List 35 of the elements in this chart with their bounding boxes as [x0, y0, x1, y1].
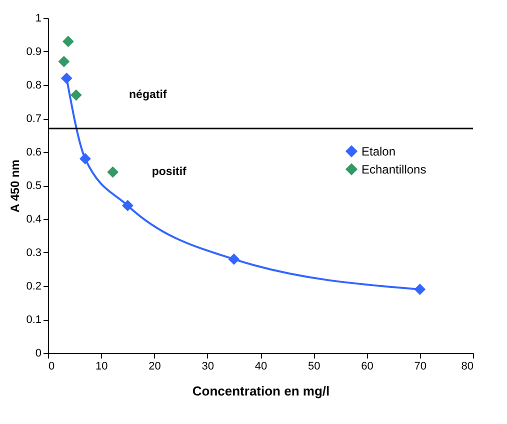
y-tick-label: 1	[35, 12, 42, 24]
point	[58, 56, 70, 68]
x-axis-title: Concentration en mg/l	[192, 384, 330, 398]
x-tick-label: 80	[461, 360, 474, 372]
x-tick-label: 50	[308, 360, 320, 372]
y-tick-label: 0.2	[26, 280, 42, 292]
point	[122, 200, 134, 212]
legend-label: Etalon	[362, 144, 396, 158]
point	[62, 36, 74, 48]
point	[60, 72, 72, 84]
y-tick-label: 0.6	[26, 146, 42, 158]
y-tick-label: 0.9	[26, 46, 42, 58]
point	[79, 153, 91, 164]
point	[107, 166, 119, 178]
x-tick-label: 40	[254, 360, 268, 372]
annotation: négatif	[129, 89, 167, 102]
point	[70, 89, 82, 101]
x-tick-label: 60	[361, 360, 374, 372]
x-tick-label: 30	[202, 360, 214, 372]
legend-label: Echantillons	[362, 162, 426, 176]
annotation: positif	[152, 166, 187, 178]
point	[414, 284, 426, 296]
y-tick-label: 0.7	[26, 113, 42, 125]
y-tick-label: 0.3	[26, 247, 42, 259]
y-tick-label: 0.4	[26, 214, 42, 226]
point	[228, 254, 240, 265]
x-tick-label: 10	[96, 360, 108, 372]
y-tick-label: 0.1	[26, 314, 42, 326]
y-axis-title: A 450 nm	[8, 160, 22, 212]
y-tick-label: 0	[35, 348, 42, 360]
x-tick-label: 0	[48, 360, 55, 372]
x-tick-label: 20	[148, 360, 161, 372]
y-tick-label: 0.5	[26, 180, 42, 192]
x-tick-label: 70	[414, 360, 426, 372]
y-tick-label: 0.8	[26, 80, 42, 92]
